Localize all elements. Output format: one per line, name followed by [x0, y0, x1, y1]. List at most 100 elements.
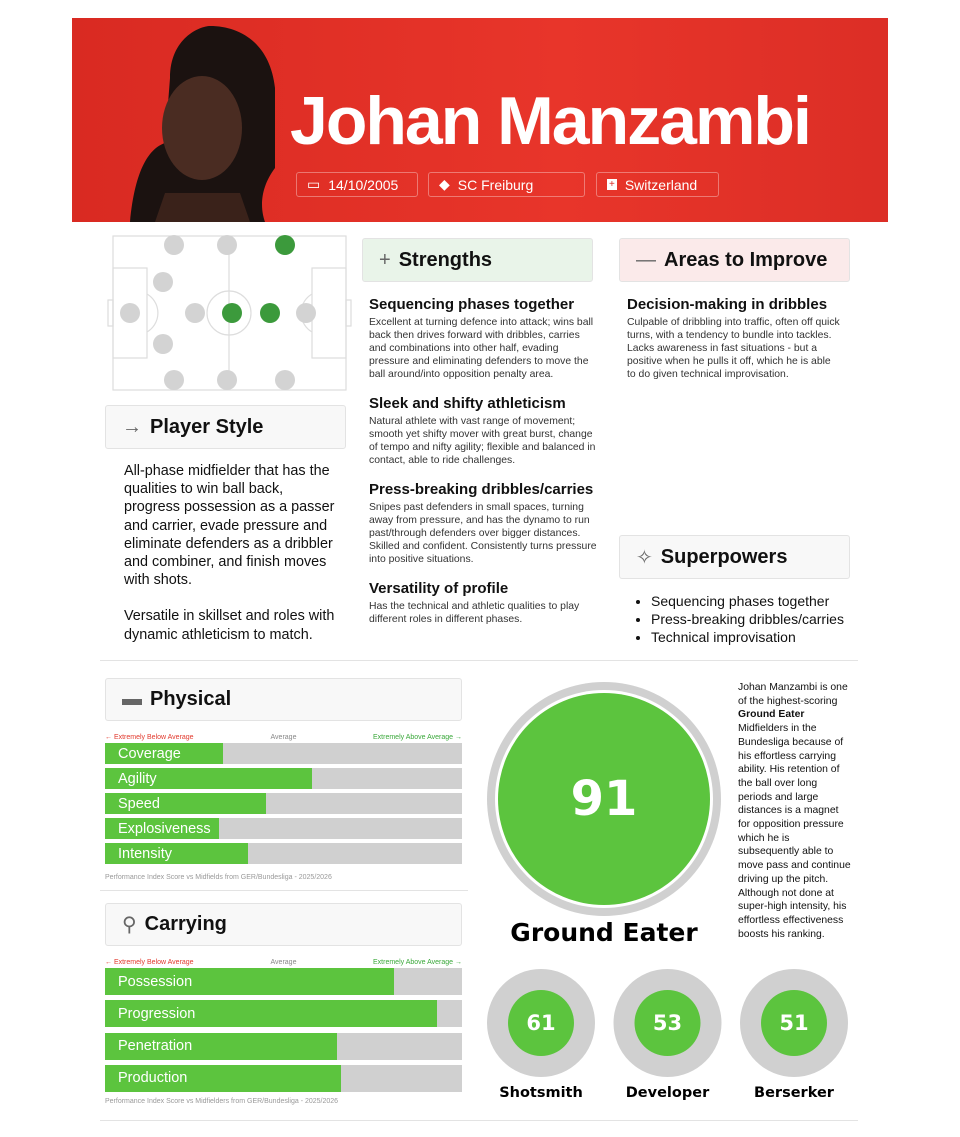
strengths-title: Strengths [398, 248, 493, 271]
item: Versatility of profile Has the technical … [369, 580, 597, 626]
superpowers-title: Superpowers [660, 545, 788, 568]
secondary-name: Berserker [754, 1085, 835, 1101]
item-heading: Decision-making in dribbles [627, 296, 828, 313]
bar-label: Agility [118, 770, 157, 787]
superpower: Technical improvisation [651, 628, 844, 646]
improve-title: Areas to Improve [664, 248, 828, 271]
paragraph: Versatile in skillset and roles with dyn… [124, 608, 335, 643]
bar-track: Coverage [105, 743, 462, 764]
divider [100, 1120, 858, 1121]
item: Sleek and shifty athleticism Natural athl… [369, 395, 597, 467]
bar-label: Speed [118, 795, 160, 812]
bar-label: Progression [118, 1005, 196, 1022]
scale-high: Extremely Above Average → [373, 734, 462, 741]
scale-mid: Average [270, 734, 297, 741]
secondary-archetypes: 61 Shotsmith 53 Developer 51 Berserker [487, 969, 848, 1101]
divider [100, 660, 858, 661]
country: Switzerland [624, 176, 698, 193]
strengths-header: + Strengths [362, 238, 593, 282]
divider [100, 890, 468, 891]
superpowers-list: Sequencing phases togetherPress-breaking… [632, 592, 844, 646]
player-style-header: → Player Style [105, 405, 346, 449]
archetype-description: Johan Manzambi is one of the highest-sco… [738, 681, 852, 941]
country-pill: + Switzerland [596, 172, 719, 197]
bar-track: Production [105, 1064, 462, 1092]
superpower: Press-breaking dribbles/carries [651, 610, 844, 628]
item: Press-breaking dribbles/carries Snipes pa… [369, 481, 597, 566]
item: Decision-making in dribbles Culpable of d… [627, 296, 842, 381]
bar-track: Agility [105, 768, 462, 789]
bar-label: Coverage [118, 745, 181, 762]
paragraph: All-phase midfielder that has the qualit… [124, 463, 335, 589]
bar-label: Possession [118, 973, 193, 990]
bar [105, 743, 223, 764]
archetype-name: Ground Eater [510, 918, 698, 947]
bar-track: Penetration [105, 1032, 462, 1060]
bar [105, 1032, 338, 1060]
scale-high: Extremely Above Average → [373, 959, 462, 966]
item-text: Excellent at turning defence into attack… [369, 317, 594, 380]
physical-header: ▬ Physical [105, 678, 462, 721]
item-heading: Sequencing phases together [369, 296, 575, 313]
secondary-name: Developer [626, 1085, 710, 1101]
archetype: 91 Ground Eater [487, 682, 721, 947]
item-text: Snipes past defenders in small spaces, t… [369, 502, 597, 565]
text: Johan Manzambi is one of the highest-sco… [738, 682, 848, 707]
improve-list: Decision-making in dribbles Culpable of d… [627, 296, 842, 395]
bar [105, 843, 248, 864]
secondary-score: 61 [526, 1011, 555, 1035]
item-heading: Press-breaking dribbles/carries [369, 481, 594, 498]
secondary-name: Shotsmith [499, 1085, 583, 1101]
item: Sequencing phases together Excellent at t… [369, 296, 597, 381]
bar [105, 968, 395, 995]
scale-mid: Average [270, 959, 297, 966]
item-text: Natural athlete with vast range of movem… [369, 416, 596, 466]
text: Midfielders in the Bundesliga because of… [738, 723, 851, 940]
secondary-score: 53 [653, 1011, 682, 1035]
scale-low: ← Extremely Below Average [105, 734, 194, 741]
bar-label: Penetration [118, 1038, 193, 1055]
bar-track: Progression [105, 1000, 462, 1028]
club: SC Freiburg [457, 176, 534, 193]
superpowers-header: ✧ Superpowers [619, 535, 850, 579]
item-text: Culpable of dribbling into traffic, ofte… [627, 317, 840, 380]
item-heading: Versatility of profile [369, 580, 509, 597]
carrying-title: Carrying [144, 913, 227, 935]
player-style-title: Player Style [150, 415, 264, 438]
carrying-header: ⚲ Carrying [105, 903, 462, 946]
bar-label: Intensity [118, 845, 172, 862]
bar-label: Explosiveness [118, 820, 211, 837]
improve-header: — Areas to Improve [619, 238, 850, 282]
bar-label: Production [118, 1070, 188, 1087]
disc [761, 990, 827, 1056]
bar-track: Intensity [105, 843, 462, 864]
bar-track: Explosiveness [105, 818, 462, 839]
footnote: Performance Index Score vs Midfielders f… [105, 1098, 339, 1105]
archetype-score: 91 [571, 771, 638, 827]
item-heading: Sleek and shifty athleticism [369, 395, 566, 412]
bar [105, 1064, 341, 1092]
player-style-text: All-phase midfielder that has the qualit… [124, 462, 339, 644]
secondary-score: 51 [779, 1011, 808, 1035]
text: Ground Eater [738, 709, 805, 721]
superpower: Sequencing phases together [651, 592, 844, 610]
player-photo [130, 26, 275, 222]
bar [105, 768, 313, 789]
physical-title: Physical [150, 688, 232, 710]
scale-low: ← Extremely Below Average [105, 959, 194, 966]
player-name: Johan Manzambi [290, 83, 812, 159]
bar [105, 793, 266, 814]
dob: 14/10/2005 [328, 176, 399, 193]
bar-track: Possession [105, 968, 462, 995]
bar [105, 1000, 437, 1028]
disc [634, 990, 701, 1056]
bar [105, 818, 220, 839]
club-pill: ◆ SC Freiburg [428, 172, 585, 197]
footnote: Performance Index Score vs Midfields fro… [105, 874, 332, 881]
bar-track: Speed [105, 793, 462, 814]
pitch [107, 235, 352, 391]
strengths-list: Sequencing phases together Excellent at t… [369, 296, 597, 640]
item-text: Has the technical and athletic qualities… [369, 601, 580, 625]
disc [508, 990, 574, 1056]
